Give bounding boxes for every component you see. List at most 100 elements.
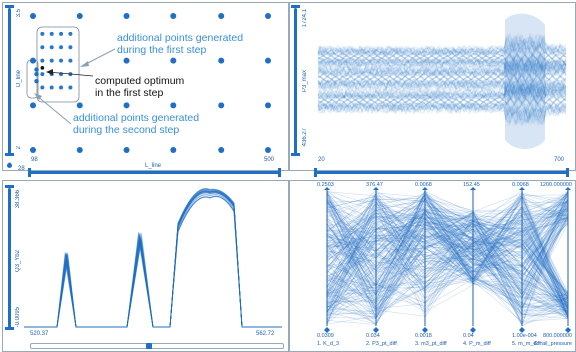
scatter-point — [218, 13, 225, 19]
signal-y-handle-bottom[interactable] — [291, 153, 300, 156]
y-axis-bar[interactable] — [8, 8, 11, 154]
signal-y-axis-bar[interactable] — [294, 8, 297, 154]
parallel-line — [326, 189, 569, 310]
parallel-line — [326, 212, 569, 316]
signal-trace — [317, 41, 567, 114]
signal-trace — [317, 43, 567, 117]
peaks-x-scroll-track[interactable] — [30, 343, 284, 349]
scatter-point — [68, 85, 73, 90]
signal-trace — [317, 33, 567, 125]
parallel-line — [326, 195, 569, 318]
y-axis-handle-bottom[interactable] — [5, 153, 14, 156]
axis-handle-bottom[interactable] — [422, 327, 428, 333]
parallel-line — [326, 229, 569, 314]
parallel-line — [326, 198, 569, 294]
signal-trace — [317, 35, 567, 123]
signal-trace — [317, 45, 567, 124]
peak-trace — [24, 188, 282, 328]
peak-trace — [24, 191, 282, 328]
parallel-line — [326, 190, 569, 316]
parallel-line — [326, 207, 569, 303]
peaks-y-handle-bottom[interactable] — [5, 327, 14, 330]
parallel-line — [326, 216, 569, 312]
parallel-line — [326, 226, 569, 297]
axis-handle-bottom[interactable] — [470, 327, 476, 333]
signal-trace — [317, 44, 567, 121]
axis-handle-top[interactable] — [519, 187, 525, 190]
peak-trace — [24, 195, 282, 328]
axis-handle-top[interactable] — [422, 187, 428, 190]
signal-trace — [317, 34, 567, 115]
axis-handle-bottom[interactable] — [565, 327, 571, 333]
signal-x-axis-bar[interactable] — [316, 171, 568, 174]
parallel-line — [326, 219, 569, 316]
axis-handle-bottom[interactable] — [373, 327, 379, 333]
axis-name: 5. m_m_diff — [512, 341, 541, 347]
scatter-point — [218, 147, 225, 153]
parallel-line — [326, 192, 569, 326]
peak-trace — [24, 190, 282, 328]
arrow-second-step-head — [34, 93, 42, 100]
parallel-line — [326, 205, 569, 308]
axis-bottom-value: 0.034 — [366, 333, 380, 339]
parallel-line — [326, 191, 569, 309]
signal-trace — [317, 34, 567, 125]
signal-trace — [317, 36, 567, 124]
x-axis-handle-left[interactable] — [28, 168, 31, 177]
peak-trace — [24, 195, 282, 328]
axis-top-value: 1200.000000 — [539, 182, 572, 188]
scatter-point — [76, 147, 83, 153]
axis-handle-top[interactable] — [373, 187, 379, 190]
x-axis-handle-right[interactable] — [278, 168, 281, 177]
parallel-line — [326, 194, 569, 317]
parallel-line — [326, 200, 569, 309]
axis-handle-top[interactable] — [324, 187, 330, 190]
parallel-line — [326, 203, 569, 325]
peaks-y-handle-top[interactable] — [5, 185, 14, 188]
signal-trace — [317, 39, 567, 125]
peaks-x-scroll-thumb[interactable] — [146, 343, 152, 349]
parallel-line — [326, 230, 569, 315]
parallel-line — [326, 211, 569, 316]
signal-x-handle-right[interactable] — [566, 168, 569, 177]
parallel-line — [326, 224, 569, 313]
parallel-line — [326, 208, 569, 300]
parallel-line — [326, 214, 569, 286]
scatter-point — [40, 72, 45, 77]
signal-trace — [317, 38, 567, 124]
scatter-point — [76, 102, 83, 109]
peak-trace — [24, 196, 282, 328]
parallel-line — [326, 212, 569, 308]
peak-trace — [24, 191, 282, 328]
parallel-line — [326, 211, 569, 295]
parallel-line — [326, 253, 569, 323]
parallel-line — [326, 190, 569, 314]
parallel-line — [326, 194, 569, 314]
parallel-line — [326, 204, 569, 309]
signal-trace — [317, 38, 567, 120]
peak-trace — [24, 192, 282, 328]
scatter-point — [49, 58, 54, 63]
parallel-line — [326, 191, 569, 302]
parallel-line — [326, 243, 569, 293]
parallel-line — [326, 195, 569, 311]
axis-handle-bottom[interactable] — [519, 327, 525, 333]
y-axis-handle-top[interactable] — [5, 5, 14, 8]
axis-handle-top[interactable] — [565, 187, 571, 190]
signal-y-handle-top[interactable] — [291, 5, 300, 8]
axis-handle-bottom[interactable] — [324, 327, 330, 333]
parallel-line — [326, 193, 569, 274]
x-axis-bar[interactable] — [30, 171, 280, 174]
scatter-point — [59, 85, 64, 90]
x-axis-right-label: 500 — [264, 157, 275, 163]
parallel-line — [326, 193, 569, 300]
axis-handle-top[interactable] — [470, 187, 476, 190]
parallel-line — [326, 199, 569, 301]
parallel-line — [326, 190, 569, 261]
signal-x-handle-left[interactable] — [314, 168, 317, 177]
parallel-line — [326, 199, 569, 319]
parallel-line — [326, 200, 569, 318]
parallel-line — [326, 195, 569, 294]
parallel-line — [326, 209, 569, 306]
peaks-y-axis-bar[interactable] — [8, 188, 11, 328]
